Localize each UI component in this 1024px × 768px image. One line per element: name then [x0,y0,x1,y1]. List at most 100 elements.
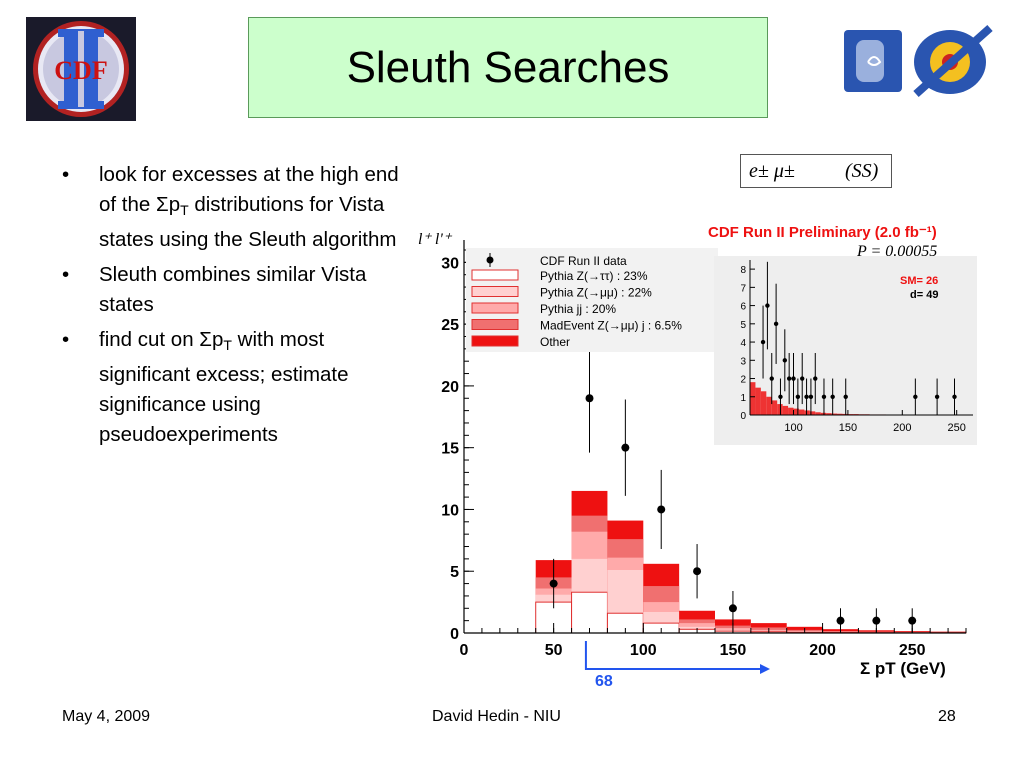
inset-y-tick-label: 4 [740,338,746,349]
sigma-symbol: Σ [199,328,212,351]
inset-y-tick-label: 6 [740,302,746,313]
inset-bar [842,413,848,415]
inset-sm-label: SM= 26 [900,275,938,287]
cut-arrow-head [760,664,770,674]
pt-symbol: p [211,328,224,351]
data-point [621,443,630,452]
inset-bar [766,396,772,415]
final-state-particles: e± μ± [749,160,795,182]
y-axis-label: l⁺ l'⁺ [418,231,453,248]
p-value-label: P = 0.00055 [856,243,937,260]
inset-data-point [778,394,783,399]
data-point [693,567,702,576]
x-tick-label: 200 [809,642,836,659]
inset-data-point [800,376,805,381]
histogram-bar [571,591,608,634]
chart-title: CDF Run II Preliminary (2.0 fb⁻¹) [708,224,937,241]
bullet-item: • find cut on ΣpT with most significant … [62,325,402,450]
inset-bar [820,412,827,415]
inset-y-tick-label: 3 [740,356,746,367]
inset-data-point [830,394,835,399]
data-point [872,616,881,625]
inset-data-point [760,339,766,345]
x-tick-label: 50 [545,642,563,659]
data-point [657,505,666,514]
inset-data-point [821,394,827,399]
footer-author: David Hedin - NIU [432,708,561,725]
inset-bar [777,404,783,415]
bullet-text: distributions for Vista states using the… [99,193,397,251]
inset-y-tick-label: 2 [740,375,746,386]
inset-data-point [804,394,809,399]
legend-label: Pythia Z(→μμ) : 22% [540,286,652,300]
y-tick-label: 15 [441,441,459,458]
bullet-dot: • [62,328,70,351]
inset-x-tick-label: 250 [948,422,966,434]
legend-label: Pythia jj : 20% [540,302,616,316]
legend-label: Pythia Z(→ττ) : 23% [540,269,648,283]
inset-bar [831,413,838,415]
pt-subscript: T [223,337,232,353]
legend-label: MadEvent Z(→μμ) j : 6.5% [540,319,682,333]
bullet-text: look for excesses at the high end of the [99,163,399,216]
legend-swatch [471,335,519,347]
inset-d-label: d= 49 [910,289,938,301]
final-state-box: e± μ± (SS) [740,154,892,188]
inset-bar [826,413,832,415]
cdf-logo: CDF [26,17,136,121]
inset-x-tick-label: 200 [893,422,911,434]
inset-y-tick-label: 0 [740,411,746,422]
inset-bar [815,412,821,415]
legend-swatch [471,302,519,314]
inset-x-tick-label: 100 [784,422,802,434]
y-tick-label: 25 [441,317,459,334]
inset-data-point [782,358,788,363]
legend-swatch [471,269,519,281]
x-tick-label: 0 [460,642,469,659]
pt-subscript: T [180,202,189,218]
bullet-list: • look for excesses at the high end of t… [62,160,402,455]
inset-bar [782,405,789,415]
legend-label-data: CDF Run II data [540,254,627,268]
inset-data-point [913,394,918,399]
y-tick-label: 10 [441,502,459,519]
legend-label: Other [540,335,570,349]
inset-data-point [769,376,774,381]
cut-value-label: 68 [595,673,613,690]
x-tick-label: 150 [720,642,747,659]
inset-data-point [808,394,814,399]
inset-data-point [791,376,796,381]
inset-bar [804,410,810,415]
bullet-text: find cut on [99,328,200,351]
data-point [836,616,845,625]
inset-bar [771,400,778,415]
inset-bar [809,411,816,415]
bullet-item: • look for excesses at the high end of t… [62,160,402,255]
inset-bar [760,391,767,415]
footer-page-number: 28 [938,708,956,725]
inset-bar [837,413,843,415]
inset-data-point [813,376,818,381]
bullet-text: Sleuth combines similar Vista states [99,263,367,316]
legend-box [466,248,718,352]
bullet-text: with most significant excess; estimate s… [99,328,349,446]
inset-data-point [934,394,940,399]
inset-data-point [786,376,792,381]
legend-swatch [471,319,519,330]
inset-bar [793,408,799,415]
inset-y-tick-label: 7 [740,283,746,294]
pt-symbol: p [168,193,181,216]
y-tick-label: 30 [441,255,459,272]
y-tick-label: 0 [450,626,459,643]
inset-data-point [843,394,848,399]
inset-data-point [773,321,779,327]
legend-swatch [471,286,519,297]
inset-bar [755,387,761,415]
data-point [728,604,737,613]
slide-title: Sleuth Searches [346,42,670,92]
bullet-dot: • [62,163,70,186]
inset-y-tick-label: 5 [740,320,746,331]
data-point [908,616,917,625]
inset-bar [798,409,805,415]
